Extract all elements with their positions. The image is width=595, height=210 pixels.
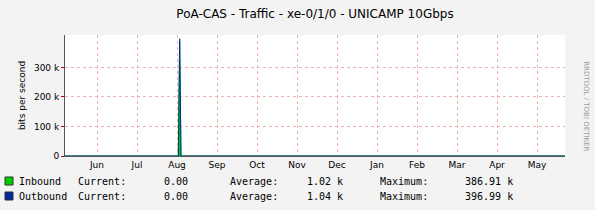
svg-text:0.00: 0.00: [164, 191, 188, 202]
svg-text:PoA-CAS - Traffic - xe-0/1/0 -: PoA-CAS - Traffic - xe-0/1/0 - UNICAMP 1…: [176, 7, 453, 21]
svg-text:Oct: Oct: [249, 160, 265, 170]
svg-text:Aug: Aug: [168, 160, 186, 170]
svg-text:Mar: Mar: [449, 160, 466, 170]
svg-text:May: May: [528, 160, 547, 170]
svg-text:Nov: Nov: [288, 160, 306, 170]
svg-text:Outbound: Outbound: [19, 191, 67, 202]
svg-text:Current:: Current:: [78, 176, 126, 187]
svg-text:Feb: Feb: [409, 160, 425, 170]
svg-text:Sep: Sep: [209, 160, 226, 170]
svg-text:bits per second: bits per second: [17, 61, 27, 130]
svg-text:1.04 k: 1.04 k: [307, 191, 343, 202]
svg-text:Average:: Average:: [230, 191, 278, 202]
svg-text:Jul: Jul: [131, 160, 143, 170]
svg-text:Current:: Current:: [78, 191, 126, 202]
svg-text:Apr: Apr: [489, 160, 505, 170]
svg-text:Dec: Dec: [328, 160, 345, 170]
svg-text:RRDTOOL / TOBI OETIKER: RRDTOOL / TOBI OETIKER: [582, 61, 590, 151]
svg-text:0: 0: [53, 151, 59, 161]
svg-text:100 k: 100 k: [34, 122, 60, 132]
svg-text:Jun: Jun: [89, 160, 104, 170]
svg-text:Jan: Jan: [369, 160, 384, 170]
svg-text:Inbound: Inbound: [19, 176, 61, 187]
svg-text:Maximum:: Maximum:: [380, 191, 428, 202]
svg-text:386.91 k: 386.91 k: [465, 176, 513, 187]
svg-text:Average:: Average:: [230, 176, 278, 187]
svg-text:200 k: 200 k: [34, 92, 60, 102]
svg-text:0.00: 0.00: [164, 176, 188, 187]
svg-text:396.99 k: 396.99 k: [465, 191, 513, 202]
svg-text:Maximum:: Maximum:: [380, 176, 428, 187]
svg-text:300 k: 300 k: [34, 63, 60, 73]
svg-text:1.02 k: 1.02 k: [307, 176, 343, 187]
